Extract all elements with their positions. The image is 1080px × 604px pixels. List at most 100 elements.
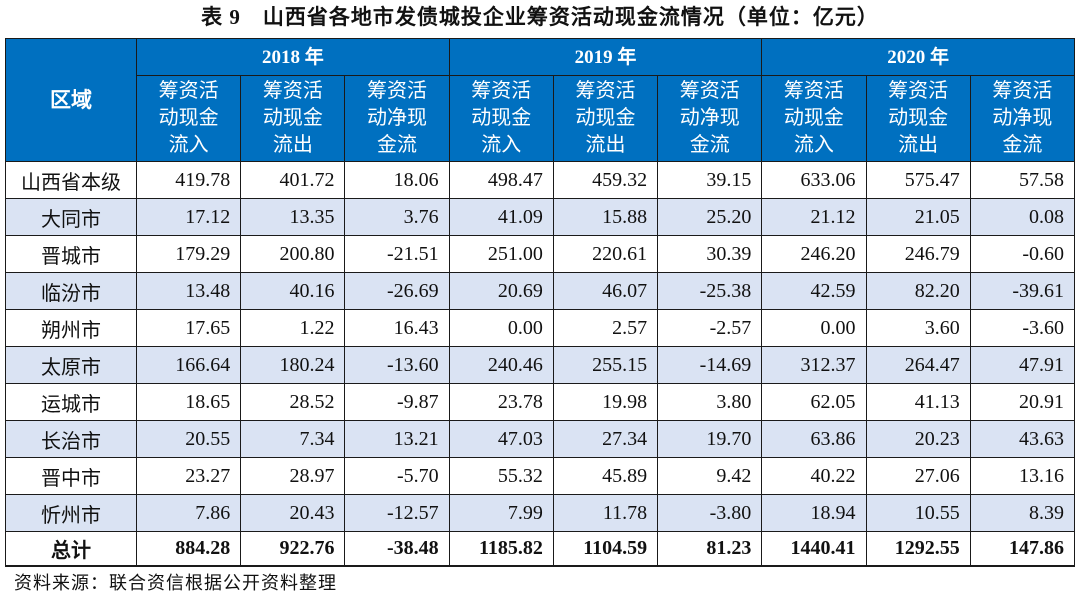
value-cell: 42.59 (761, 272, 867, 310)
value-cell: 27.06 (865, 457, 971, 495)
value-cell: 62.05 (761, 383, 867, 421)
value-cell: 498.47 (448, 161, 554, 199)
year-header: 2018 年 (136, 38, 450, 76)
value-cell: 1440.41 (761, 531, 867, 567)
value-cell: 21.12 (761, 198, 867, 236)
value-cell: -2.57 (657, 309, 763, 347)
value-cell: 180.24 (240, 346, 346, 384)
value-cell: 47.03 (448, 420, 554, 458)
value-cell: 7.86 (135, 494, 242, 532)
value-cell: 264.47 (865, 346, 971, 384)
column-header: 筹资活动净现金流 (992, 80, 1053, 156)
value-cell: 28.97 (240, 457, 346, 495)
table-row: 朔州市 17.65 1.22 16.43 0.00 2.57 -2.57 0.00 3.60 -3… (5, 309, 1076, 347)
value-cell: -14.69 (657, 346, 763, 384)
value-cell: -12.57 (344, 494, 450, 532)
value-cell: 40.16 (240, 272, 346, 310)
value-cell: 13.48 (135, 272, 242, 310)
column-header: 筹资活动净现金流 (679, 80, 740, 156)
value-cell: 20.43 (240, 494, 346, 532)
region-header: 区域 (5, 38, 137, 162)
value-cell: 7.99 (448, 494, 554, 532)
value-cell: 0.00 (448, 309, 554, 347)
column-header-cell: 筹资活动净现金流 (969, 75, 1076, 162)
value-cell: -3.60 (969, 309, 1076, 347)
region-name: 大同市 (5, 198, 137, 236)
cashflow-table: 区域 2018 年 2019 年 2020 年 筹资活动现金流入 筹资活动现金流出… (5, 38, 1076, 567)
region-name: 运城市 (5, 383, 137, 421)
value-cell: 19.98 (552, 383, 659, 421)
column-header-cell: 筹资活动现金流入 (448, 75, 554, 162)
value-cell: 17.65 (135, 309, 242, 347)
region-name: 晋中市 (5, 457, 137, 495)
table-row: 临汾市 13.48 40.16 -26.69 20.69 46.07 -25.38 42.59… (5, 272, 1076, 310)
value-cell: 17.12 (135, 198, 242, 236)
value-cell: 884.28 (135, 531, 242, 567)
source-note: 资料来源：联合资信根据公开资料整理 (14, 573, 337, 593)
value-cell: 1185.82 (448, 531, 554, 567)
table-row: 晋中市 23.27 28.97 -5.70 55.32 45.89 9.42 40.22 27.… (5, 457, 1076, 495)
value-cell: 1.22 (240, 309, 346, 347)
region-name: 长治市 (5, 420, 137, 458)
value-cell: 13.21 (344, 420, 450, 458)
value-cell: 0.00 (761, 309, 867, 347)
value-cell: 63.86 (761, 420, 867, 458)
table-row: 晋城市 179.29 200.80 -21.51 251.00 220.61 30.39 24… (5, 235, 1076, 273)
column-header-cell: 筹资活动现金流入 (761, 75, 867, 162)
value-cell: 41.13 (865, 383, 971, 421)
column-header-cell: 筹资活动现金流出 (240, 75, 346, 162)
table-row: 大同市 17.12 13.35 3.76 41.09 15.88 25.20 21.12 21.… (5, 198, 1076, 236)
value-cell: 13.35 (240, 198, 346, 236)
value-cell: 20.69 (448, 272, 554, 310)
value-cell: 147.86 (969, 531, 1076, 567)
value-cell: -39.61 (969, 272, 1076, 310)
value-cell: 246.20 (761, 235, 867, 273)
value-cell: 46.07 (552, 272, 659, 310)
value-cell: 41.09 (448, 198, 554, 236)
value-cell: 23.27 (135, 457, 242, 495)
value-cell: 255.15 (552, 346, 659, 384)
value-cell: 7.34 (240, 420, 346, 458)
region-name: 山西省本级 (5, 161, 137, 199)
value-cell: 3.76 (344, 198, 450, 236)
table-row: 长治市 20.55 7.34 13.21 47.03 27.34 19.70 63.86 20.… (5, 420, 1076, 458)
value-cell: -5.70 (344, 457, 450, 495)
value-cell: 2.57 (552, 309, 659, 347)
value-cell: 18.65 (135, 383, 242, 421)
value-cell: 459.32 (552, 161, 659, 199)
value-cell: 3.80 (657, 383, 763, 421)
value-cell: 20.23 (865, 420, 971, 458)
column-header-cell: 筹资活动现金流入 (135, 75, 242, 162)
value-cell: 20.55 (135, 420, 242, 458)
value-cell: 220.61 (552, 235, 659, 273)
total-row: 总计 884.28 922.76 -38.48 1185.82 1104.59 81.23 1… (5, 531, 1076, 567)
value-cell: 16.43 (344, 309, 450, 347)
value-cell: -38.48 (344, 531, 450, 567)
value-cell: 8.39 (969, 494, 1076, 532)
value-cell: 23.78 (448, 383, 554, 421)
value-cell: 11.78 (552, 494, 659, 532)
column-header: 筹资活动现金流出 (888, 80, 949, 156)
value-cell: 1104.59 (552, 531, 659, 567)
region-name: 晋城市 (5, 235, 137, 273)
value-cell: 81.23 (657, 531, 763, 567)
value-cell: -13.60 (344, 346, 450, 384)
column-header: 筹资活动现金流入 (158, 80, 219, 156)
value-cell: 18.94 (761, 494, 867, 532)
value-cell: 179.29 (135, 235, 242, 273)
table-row: 忻州市 7.86 20.43 -12.57 7.99 11.78 -3.80 18.94 10.… (5, 494, 1076, 532)
value-cell: -3.80 (657, 494, 763, 532)
value-cell: 13.16 (969, 457, 1076, 495)
value-cell: 45.89 (552, 457, 659, 495)
value-cell: 39.15 (657, 161, 763, 199)
value-cell: 82.20 (865, 272, 971, 310)
value-cell: -26.69 (344, 272, 450, 310)
year-header: 2019 年 (448, 38, 763, 76)
value-cell: 922.76 (240, 531, 346, 567)
column-header-cell: 筹资活动净现金流 (657, 75, 763, 162)
value-cell: 419.78 (135, 161, 242, 199)
region-name: 临汾市 (5, 272, 137, 310)
table-body: 山西省本级 419.78 401.72 18.06 498.47 459.32 39.15 6… (5, 161, 1076, 567)
sub-header-row: 筹资活动现金流入 筹资活动现金流出 筹资活动净现金流 筹资活动现金流入 筹资活动现金流出… (6, 75, 1076, 162)
